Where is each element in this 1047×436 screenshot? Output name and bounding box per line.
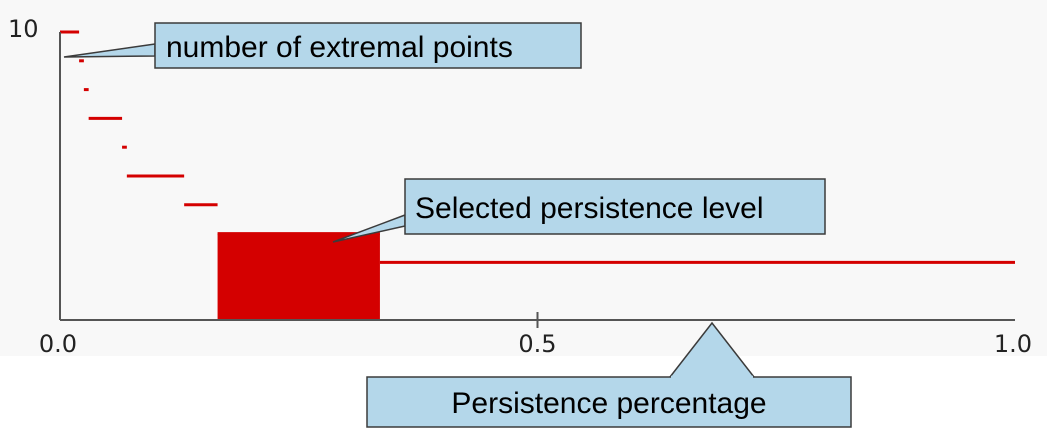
x-tick-label-0: 0.0 [39, 330, 77, 358]
y-tick-label-10: 10 [8, 15, 39, 43]
selected-callout-text: Selected persistence level [415, 192, 764, 225]
x-tick-label-0-5: 0.5 [518, 330, 556, 358]
x-axis-title-callout: Persistence percentage [366, 321, 852, 428]
x-tick-label-1-0: 1.0 [994, 330, 1032, 358]
series-marks [60, 30, 1015, 320]
count-callout-box [154, 22, 582, 69]
selected-callout-box [404, 178, 826, 235]
selected-persistence-bar [217, 233, 380, 320]
count-callout: number of extremal points [63, 22, 582, 69]
selected-callout: Selected persistence level [332, 178, 826, 243]
count-callout-text: number of extremal points [166, 31, 513, 64]
x-axis-callout-box [366, 376, 852, 428]
x-axis-title: Persistence percentage [451, 387, 766, 420]
